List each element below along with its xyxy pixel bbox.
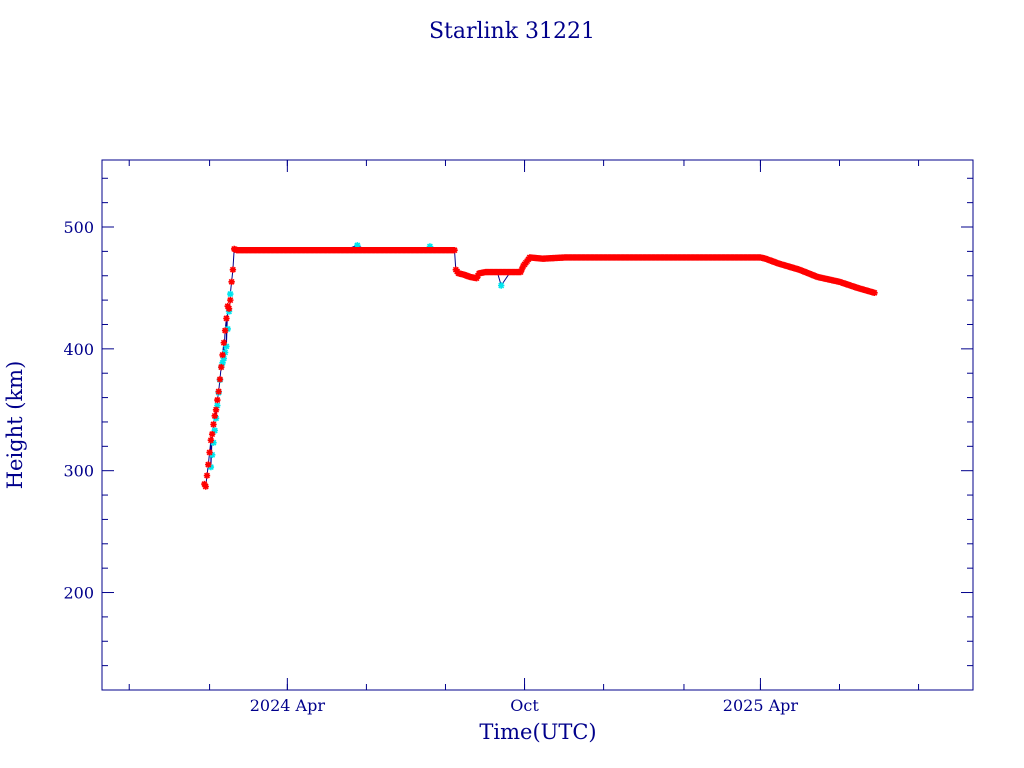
data-point — [207, 463, 215, 471]
data-point — [228, 278, 235, 286]
data-point — [224, 303, 231, 310]
data-point — [214, 396, 221, 404]
data-point — [212, 406, 220, 413]
data-point — [221, 349, 229, 356]
data-point — [225, 305, 233, 312]
data-point — [214, 402, 221, 409]
data-point — [221, 327, 229, 334]
data-point — [219, 359, 226, 367]
red-series — [201, 245, 878, 490]
data-point — [451, 246, 458, 254]
data-point — [211, 412, 218, 420]
data-point — [223, 315, 230, 322]
data-point — [201, 480, 208, 488]
x-tick-label: 2024 Apr — [250, 696, 326, 715]
data-point — [223, 343, 230, 350]
y-tick-label: 500 — [63, 218, 94, 237]
data-point — [354, 242, 361, 249]
data-point — [212, 415, 220, 422]
data-point — [218, 363, 225, 371]
chart-title: Starlink 31221 — [429, 19, 595, 44]
data-point — [871, 289, 878, 297]
data-point — [202, 483, 209, 490]
data-point — [220, 339, 228, 346]
data-point — [211, 427, 218, 434]
series-line — [203, 244, 875, 489]
x-tick-label: Oct — [510, 696, 539, 715]
data-point — [210, 421, 217, 428]
plot-area: 200 300 400 500 2024 Apr Oct 2025 Apr — [63, 159, 974, 715]
data-point — [220, 355, 228, 362]
data-point — [426, 243, 434, 250]
data-point — [219, 351, 226, 359]
data-point — [206, 449, 213, 456]
data-point — [216, 376, 224, 383]
data-point — [518, 265, 526, 273]
data-point — [474, 272, 482, 279]
x-tick-label: 2025 Apr — [723, 696, 799, 715]
data-point — [227, 296, 234, 304]
data-point — [227, 290, 234, 298]
y-axis: 200 300 400 500 — [63, 177, 973, 691]
x-axis: 2024 Apr Oct 2025 Apr — [128, 160, 920, 715]
data-point — [203, 472, 211, 479]
data-point — [215, 388, 222, 395]
data-point — [210, 439, 217, 446]
y-tick-label: 400 — [63, 340, 94, 359]
plot-frame — [101, 159, 974, 691]
data-point — [205, 461, 212, 468]
data-point — [208, 430, 216, 438]
y-axis-label: Height (km) — [3, 361, 27, 490]
data-point — [473, 274, 480, 282]
data-point — [498, 282, 505, 289]
y-tick-label: 300 — [63, 462, 94, 481]
y-tick-label: 200 — [63, 584, 94, 603]
data-point — [208, 451, 216, 459]
data-point — [517, 268, 524, 276]
x-axis-label: Time(UTC) — [479, 720, 596, 744]
data-point — [207, 437, 215, 444]
data-point — [229, 266, 237, 273]
